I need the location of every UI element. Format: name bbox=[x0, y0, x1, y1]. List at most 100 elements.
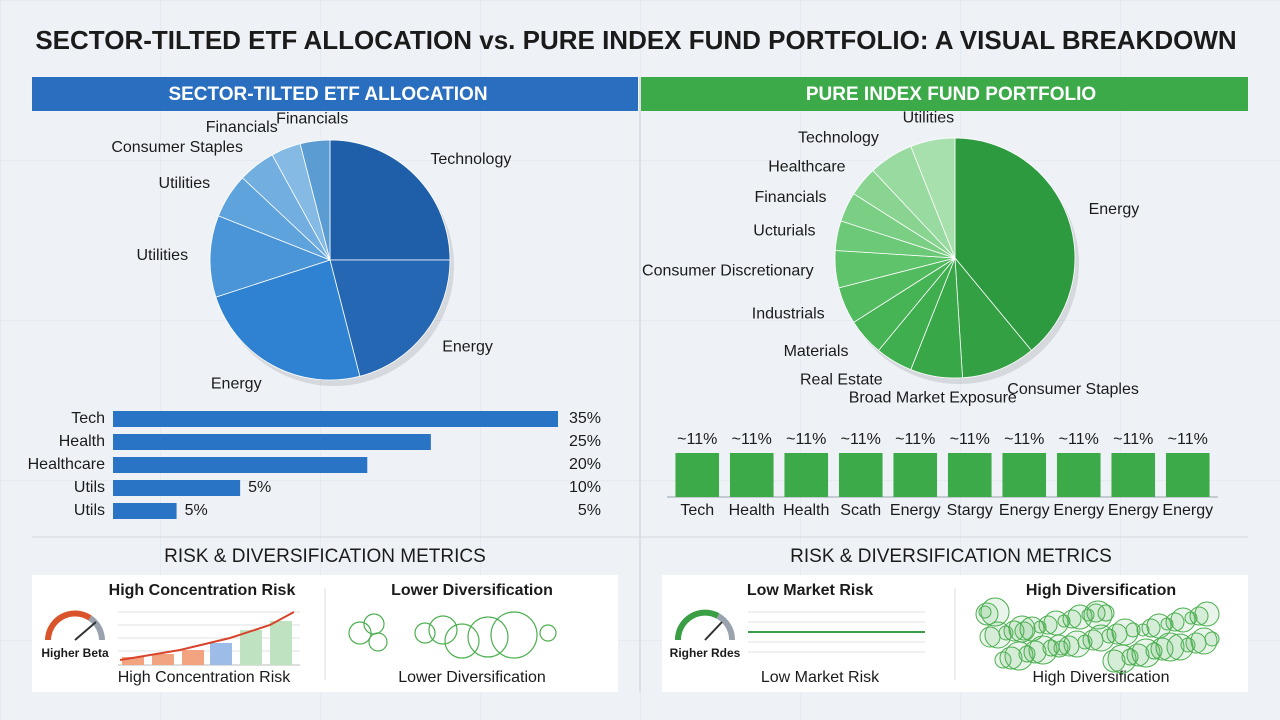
pie-slice bbox=[209, 215, 332, 298]
gauge bbox=[674, 609, 736, 641]
circle bbox=[1102, 649, 1126, 673]
pie-slice bbox=[215, 259, 361, 381]
circle bbox=[1018, 645, 1036, 663]
pie-slice bbox=[954, 137, 1076, 352]
circles bbox=[975, 597, 1220, 674]
x-tick-label: Stargy bbox=[947, 502, 993, 519]
circle bbox=[994, 651, 1012, 669]
circle bbox=[1166, 633, 1194, 661]
circle bbox=[1136, 623, 1150, 637]
mini-bars bbox=[119, 611, 295, 665]
value-label: ~11% bbox=[732, 431, 772, 448]
slice-label: Energy bbox=[1089, 201, 1140, 218]
bar bbox=[729, 453, 774, 497]
bar bbox=[893, 453, 938, 497]
gauge bbox=[45, 610, 105, 641]
x-tick-label: Energy bbox=[1162, 502, 1213, 519]
value-label: 20% bbox=[569, 456, 601, 473]
bar bbox=[113, 480, 241, 496]
annotation: 5% bbox=[185, 502, 208, 519]
card-title: High Diversification bbox=[1026, 582, 1176, 599]
slice-label: Utilities bbox=[903, 110, 955, 127]
bar bbox=[1002, 453, 1047, 497]
bar bbox=[838, 453, 883, 497]
slice-label: Utilities bbox=[137, 247, 189, 264]
circle bbox=[1190, 627, 1218, 655]
bar bbox=[113, 434, 431, 450]
slice-label: Consumer Staples bbox=[1007, 381, 1139, 398]
circle bbox=[1145, 642, 1163, 660]
pie-slice bbox=[954, 256, 1033, 379]
bar bbox=[113, 411, 558, 427]
circle bbox=[1003, 620, 1025, 642]
circle bbox=[1058, 635, 1080, 657]
circles bbox=[348, 611, 557, 659]
x-tick-label: Energy bbox=[890, 502, 941, 519]
slice-label: Broad Market Exposure bbox=[849, 389, 1017, 406]
circle bbox=[1106, 623, 1128, 645]
slice-label: Financials bbox=[276, 110, 348, 127]
circle bbox=[1063, 630, 1091, 658]
bar-label: Healthcare bbox=[28, 456, 105, 473]
value-label: 35% bbox=[569, 410, 601, 427]
bar-label: Tech bbox=[71, 410, 105, 427]
circle bbox=[978, 605, 992, 619]
circle bbox=[1107, 644, 1137, 674]
slice-label: Healthcare bbox=[768, 159, 845, 176]
bar bbox=[784, 453, 829, 497]
pie-slice bbox=[910, 137, 956, 259]
x-tick-label: Energy bbox=[1108, 502, 1159, 519]
bar-label: Health bbox=[59, 433, 105, 450]
slice-label: Energy bbox=[211, 376, 262, 393]
card-title: High Concentration Risk bbox=[109, 582, 296, 599]
x-tick-label: Tech bbox=[680, 502, 714, 519]
circle bbox=[1141, 618, 1161, 638]
circle bbox=[975, 602, 999, 626]
annotation: 5% bbox=[248, 479, 271, 496]
slice-label: Ucturials bbox=[753, 223, 815, 240]
bar bbox=[113, 457, 368, 473]
x-tick-label: Health bbox=[783, 502, 829, 519]
right-heading: PURE INDEX FUND PORTFOLIO bbox=[806, 84, 1096, 105]
mini-chart bbox=[118, 611, 300, 666]
value-label: 5% bbox=[578, 502, 601, 519]
circle bbox=[1121, 648, 1139, 666]
card-caption: Low Market Risk bbox=[761, 669, 880, 686]
circle bbox=[1185, 632, 1207, 654]
value-label: ~11% bbox=[1113, 431, 1153, 448]
value-label: ~11% bbox=[1168, 431, 1208, 448]
slice-label: Energy bbox=[442, 338, 493, 355]
x-tick-label: Scath bbox=[840, 502, 881, 519]
circle bbox=[980, 597, 1010, 627]
left-heading: SECTOR-TILTED ETF ALLOCATION bbox=[168, 84, 487, 105]
x-tick-label: Energy bbox=[999, 502, 1050, 519]
circle bbox=[1019, 616, 1045, 642]
slice-label: Consumer Discretionary bbox=[642, 263, 814, 280]
value-label: ~11% bbox=[1059, 431, 1099, 448]
bar bbox=[1165, 453, 1210, 497]
value-label: ~11% bbox=[950, 431, 990, 448]
card-caption: High Diversification bbox=[1033, 669, 1170, 686]
mini-chart bbox=[748, 611, 925, 653]
bar bbox=[1111, 453, 1156, 497]
value-label: 10% bbox=[569, 479, 601, 496]
slice-label: Utilities bbox=[159, 175, 211, 192]
metrics-title: RISK & DIVERSIFICATION METRICS bbox=[164, 546, 486, 567]
card-title: Lower Diversification bbox=[391, 582, 553, 599]
card-caption: Lower Diversification bbox=[398, 669, 546, 686]
circle bbox=[1087, 624, 1115, 652]
circle bbox=[1004, 641, 1034, 671]
circle bbox=[1014, 621, 1034, 641]
slice-label: Financials bbox=[206, 119, 278, 136]
circle bbox=[1082, 629, 1104, 651]
gauge-label: Righer Rdes bbox=[670, 646, 741, 660]
pie-slice bbox=[299, 139, 331, 261]
pie-slice bbox=[329, 259, 451, 377]
pie-slice bbox=[329, 139, 451, 261]
value-label: ~11% bbox=[895, 431, 935, 448]
left-header-bar bbox=[32, 77, 638, 111]
value-label: ~11% bbox=[786, 431, 826, 448]
bar bbox=[113, 503, 177, 519]
